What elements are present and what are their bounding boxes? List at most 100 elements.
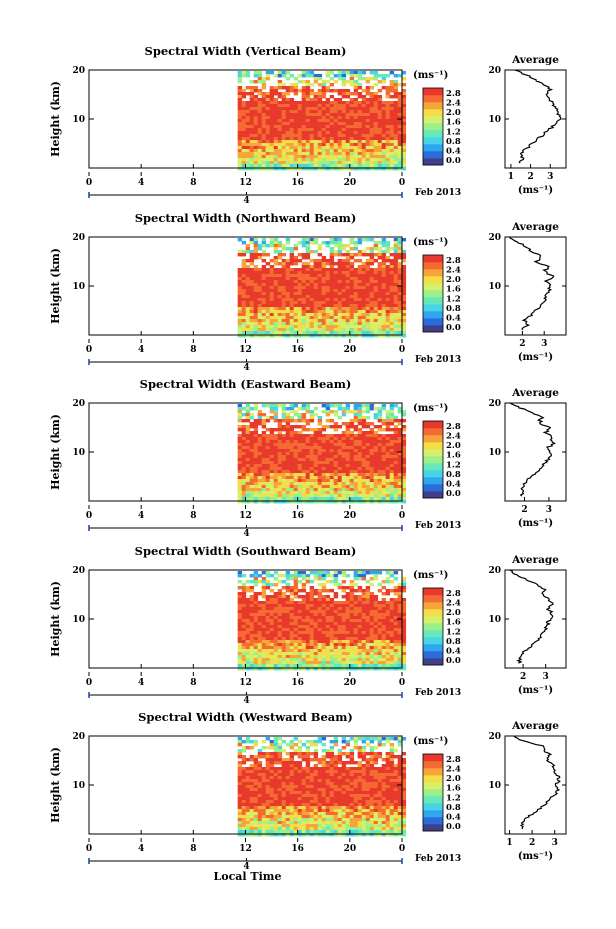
heatmap-cell	[345, 625, 351, 629]
heatmap-cell	[333, 458, 339, 462]
heatmap-cell	[361, 122, 367, 126]
heatmap-cell	[305, 577, 311, 581]
heatmap-cell	[305, 655, 311, 659]
heatmap-cell	[269, 241, 275, 245]
heatmap-cell	[237, 640, 243, 644]
heatmap-cell	[265, 244, 271, 248]
heatmap-cell	[285, 316, 291, 320]
heatmap-cell	[393, 655, 399, 659]
heatmap-cell	[357, 71, 363, 75]
heatmap-cell	[329, 604, 335, 608]
heatmap-cell	[317, 316, 323, 320]
heatmap-cell	[309, 116, 315, 120]
heatmap-cell	[237, 497, 243, 501]
heatmap-cell	[261, 134, 267, 138]
colorbar-tick-label: 2.8	[446, 422, 461, 432]
heatmap-cell	[301, 164, 307, 168]
heatmap-cell	[249, 80, 255, 84]
heatmap-cell	[389, 128, 395, 132]
heatmap-cell	[313, 470, 319, 474]
heatmap-cell	[253, 107, 259, 111]
heatmap-cell	[257, 155, 263, 159]
heatmap-cell	[277, 277, 283, 281]
heatmap-cell	[285, 616, 291, 620]
heatmap-cell	[389, 467, 395, 471]
heatmap-cell	[325, 244, 331, 248]
heatmap-cell	[237, 592, 243, 596]
heatmap-cell	[361, 601, 367, 605]
heatmap-cell	[309, 491, 315, 495]
heatmap-cell	[329, 131, 335, 135]
heatmap-cell	[269, 628, 275, 632]
heatmap-cell	[373, 485, 379, 489]
heatmap-cell	[297, 455, 303, 459]
heatmap-cell	[357, 428, 363, 432]
heatmap-cell	[401, 295, 407, 299]
colorbar-swatch	[423, 112, 443, 117]
heatmap-cell	[337, 586, 343, 590]
heatmap-cell	[297, 316, 303, 320]
heatmap-cell	[345, 253, 351, 257]
heatmap-cell	[281, 574, 287, 578]
heatmap-cell	[357, 316, 363, 320]
heatmap-cell	[285, 598, 291, 602]
heatmap-cell	[325, 574, 331, 578]
heatmap-cell	[301, 428, 307, 432]
colorbar: 2.82.42.01.61.20.80.40.0	[422, 420, 461, 499]
heatmap-cell	[377, 485, 383, 489]
heatmap-cell	[269, 437, 275, 441]
heatmap-cell	[245, 304, 251, 308]
heatmap-cell	[357, 271, 363, 275]
heatmap-cell	[285, 89, 291, 93]
heatmap-cell	[297, 601, 303, 605]
heatmap-cell	[249, 586, 255, 590]
heatmap-cell	[361, 458, 367, 462]
heatmap-cell	[389, 310, 395, 314]
heatmap-cell	[385, 289, 391, 293]
heatmap-cell	[353, 89, 359, 93]
heatmap-cell	[333, 316, 339, 320]
heatmap-cell	[333, 298, 339, 302]
heatmap-cell	[357, 476, 363, 480]
heatmap-cell	[349, 655, 355, 659]
heatmap-cell	[301, 280, 307, 284]
heatmap-cell	[305, 143, 311, 147]
heatmap-cell	[273, 86, 279, 90]
heatmap-cell	[285, 595, 291, 599]
heatmap-cell	[345, 461, 351, 465]
heatmap-cell	[397, 640, 403, 644]
heatmap-cell	[269, 652, 275, 656]
heatmap-cell	[341, 286, 347, 290]
heatmap-cell	[401, 283, 407, 287]
heatmap-cell	[329, 458, 335, 462]
heatmap-cell	[249, 104, 255, 108]
heatmap-cell	[249, 238, 255, 242]
colorbar-swatch	[423, 133, 443, 138]
heatmap-cell	[373, 643, 379, 647]
heatmap-cell	[301, 500, 307, 504]
heatmap-cell	[245, 655, 251, 659]
heatmap-cell	[269, 458, 275, 462]
heatmap-cell	[301, 268, 307, 272]
heatmap-cell	[317, 301, 323, 305]
heatmap-cell	[237, 322, 243, 326]
heatmap-cell	[257, 125, 263, 129]
heatmap-cell	[289, 149, 295, 153]
x-tick-label: 4	[138, 345, 144, 355]
heatmap-cell	[321, 494, 327, 498]
heatmap-cell	[277, 637, 283, 641]
heatmap-cell	[325, 598, 331, 602]
heatmap-cell	[301, 155, 307, 159]
heatmap-cell	[397, 256, 403, 260]
heatmap-cell	[293, 283, 299, 287]
heatmap-cell	[361, 137, 367, 141]
heatmap-cell	[349, 113, 355, 117]
heatmap-cell	[237, 80, 243, 84]
heatmap-cell	[369, 598, 375, 602]
heatmap-cell	[373, 122, 379, 126]
heatmap-cell	[237, 574, 243, 578]
colorbar-swatch	[423, 130, 443, 134]
heatmap-cell	[261, 250, 267, 254]
heatmap-cell	[273, 107, 279, 111]
heatmap-cell	[237, 292, 243, 296]
